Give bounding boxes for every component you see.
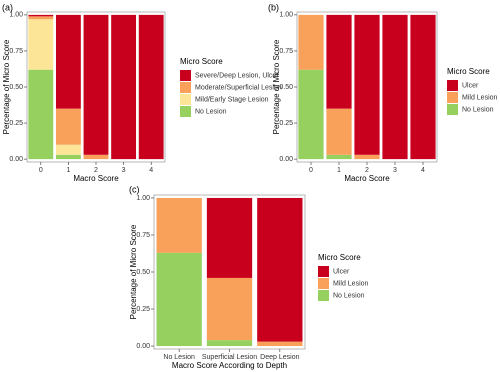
y-tick-label: 0.25 bbox=[9, 120, 23, 127]
bar-segment bbox=[326, 108, 352, 155]
legend-swatch bbox=[180, 106, 191, 117]
bar-segment bbox=[206, 340, 253, 347]
y-axis-title: Percentage of Micro Score bbox=[129, 224, 138, 319]
legend-title: Micro Score bbox=[318, 253, 361, 262]
x-axis-title: Macro Score bbox=[344, 174, 390, 183]
legend-label: Mild Lesion bbox=[462, 94, 498, 101]
legend-swatch bbox=[318, 266, 329, 277]
bar-segment bbox=[156, 197, 202, 253]
x-tick-label: 4 bbox=[149, 167, 153, 174]
y-tick-label: 0.00 bbox=[279, 156, 293, 163]
bar-segment bbox=[111, 14, 137, 160]
bar-segment bbox=[55, 144, 81, 155]
legend-title: Micro Score bbox=[447, 67, 490, 76]
legend-label: No Lesion bbox=[333, 292, 365, 299]
y-axis-title: Percentage of Micro Score bbox=[2, 39, 11, 134]
y-tick-label: 1.00 bbox=[279, 12, 293, 19]
legend-swatch bbox=[447, 80, 458, 91]
x-tick-label: 0 bbox=[309, 167, 313, 174]
legend-swatch bbox=[180, 70, 191, 81]
bar-segment bbox=[206, 277, 253, 341]
bar-segment bbox=[55, 154, 81, 160]
legend-swatch bbox=[447, 92, 458, 103]
bar-segment bbox=[354, 154, 380, 160]
legend-label: Severe/Deep Lesion, Ulcer bbox=[195, 72, 279, 79]
bar-segment bbox=[83, 154, 109, 160]
x-tick-label: 1 bbox=[66, 167, 70, 174]
y-tick-label: 1.00 bbox=[136, 195, 150, 202]
bar-segment bbox=[326, 154, 352, 160]
y-tick-label: 0.00 bbox=[136, 343, 150, 350]
bar-segment bbox=[28, 19, 54, 70]
bar-segment bbox=[156, 252, 202, 347]
legend-swatch bbox=[447, 104, 458, 115]
bar-segment bbox=[28, 16, 54, 20]
bar-segment bbox=[28, 14, 54, 17]
legend-label: Ulcer bbox=[333, 268, 350, 275]
x-tick-label: 3 bbox=[122, 167, 126, 174]
x-tick-label: Deep Lesion bbox=[260, 354, 299, 361]
bar-segment bbox=[28, 69, 54, 160]
y-tick-label: 0.00 bbox=[9, 156, 23, 163]
legend-label: No Lesion bbox=[462, 106, 494, 113]
legend-title: Micro Score bbox=[180, 57, 223, 66]
panel-label: (a) bbox=[2, 2, 13, 12]
legend-label: No Lesion bbox=[195, 108, 227, 115]
y-tick-label: 0.75 bbox=[279, 48, 293, 55]
legend-label: Ulcer bbox=[462, 82, 479, 89]
bar-segment bbox=[55, 14, 81, 109]
legend-label: Mild Lesion bbox=[333, 280, 369, 287]
bar-segment bbox=[138, 14, 164, 160]
legend-swatch bbox=[318, 278, 329, 289]
x-tick-label: Superficial Lesion bbox=[202, 354, 257, 361]
bar-segment bbox=[257, 341, 303, 347]
legend-swatch bbox=[318, 290, 329, 301]
x-tick-label: 2 bbox=[365, 167, 369, 174]
y-tick-label: 0.75 bbox=[136, 232, 150, 239]
bar-segment bbox=[410, 14, 436, 160]
bar-segment bbox=[326, 14, 352, 109]
y-tick-label: 0.25 bbox=[136, 306, 150, 313]
panel-label: (c) bbox=[129, 184, 140, 194]
y-tick-label: 0.50 bbox=[279, 84, 293, 91]
panel-label: (b) bbox=[268, 2, 279, 12]
bar-segment bbox=[298, 14, 324, 70]
legend-label: Moderate/Superficial Lesion bbox=[195, 84, 282, 91]
y-tick-label: 0.50 bbox=[136, 269, 150, 276]
y-tick-label: 1.00 bbox=[9, 12, 23, 19]
x-axis-title: Macro Score bbox=[73, 174, 119, 183]
x-tick-label: 4 bbox=[421, 167, 425, 174]
legend-swatch bbox=[180, 82, 191, 93]
bar-segment bbox=[206, 197, 253, 278]
bar-segment bbox=[83, 14, 109, 155]
x-tick-label: 0 bbox=[39, 167, 43, 174]
y-tick-label: 0.25 bbox=[279, 120, 293, 127]
y-axis-title: Percentage of Micro Score bbox=[272, 39, 281, 134]
x-tick-label: No Lesion bbox=[163, 354, 195, 361]
bar-segment bbox=[257, 197, 303, 342]
x-tick-label: 2 bbox=[94, 167, 98, 174]
legend-label: Mild/Early Stage Lesion bbox=[195, 96, 269, 103]
legend-swatch bbox=[180, 94, 191, 105]
bar-segment bbox=[55, 108, 81, 145]
x-tick-label: 3 bbox=[393, 167, 397, 174]
bar-segment bbox=[382, 14, 408, 160]
bar-segment bbox=[354, 14, 380, 155]
x-axis-title: Macro Score According to Depth bbox=[172, 361, 287, 370]
y-tick-label: 0.75 bbox=[9, 48, 23, 55]
bar-segment bbox=[298, 69, 324, 160]
y-tick-label: 0.50 bbox=[9, 84, 23, 91]
x-tick-label: 1 bbox=[337, 167, 341, 174]
